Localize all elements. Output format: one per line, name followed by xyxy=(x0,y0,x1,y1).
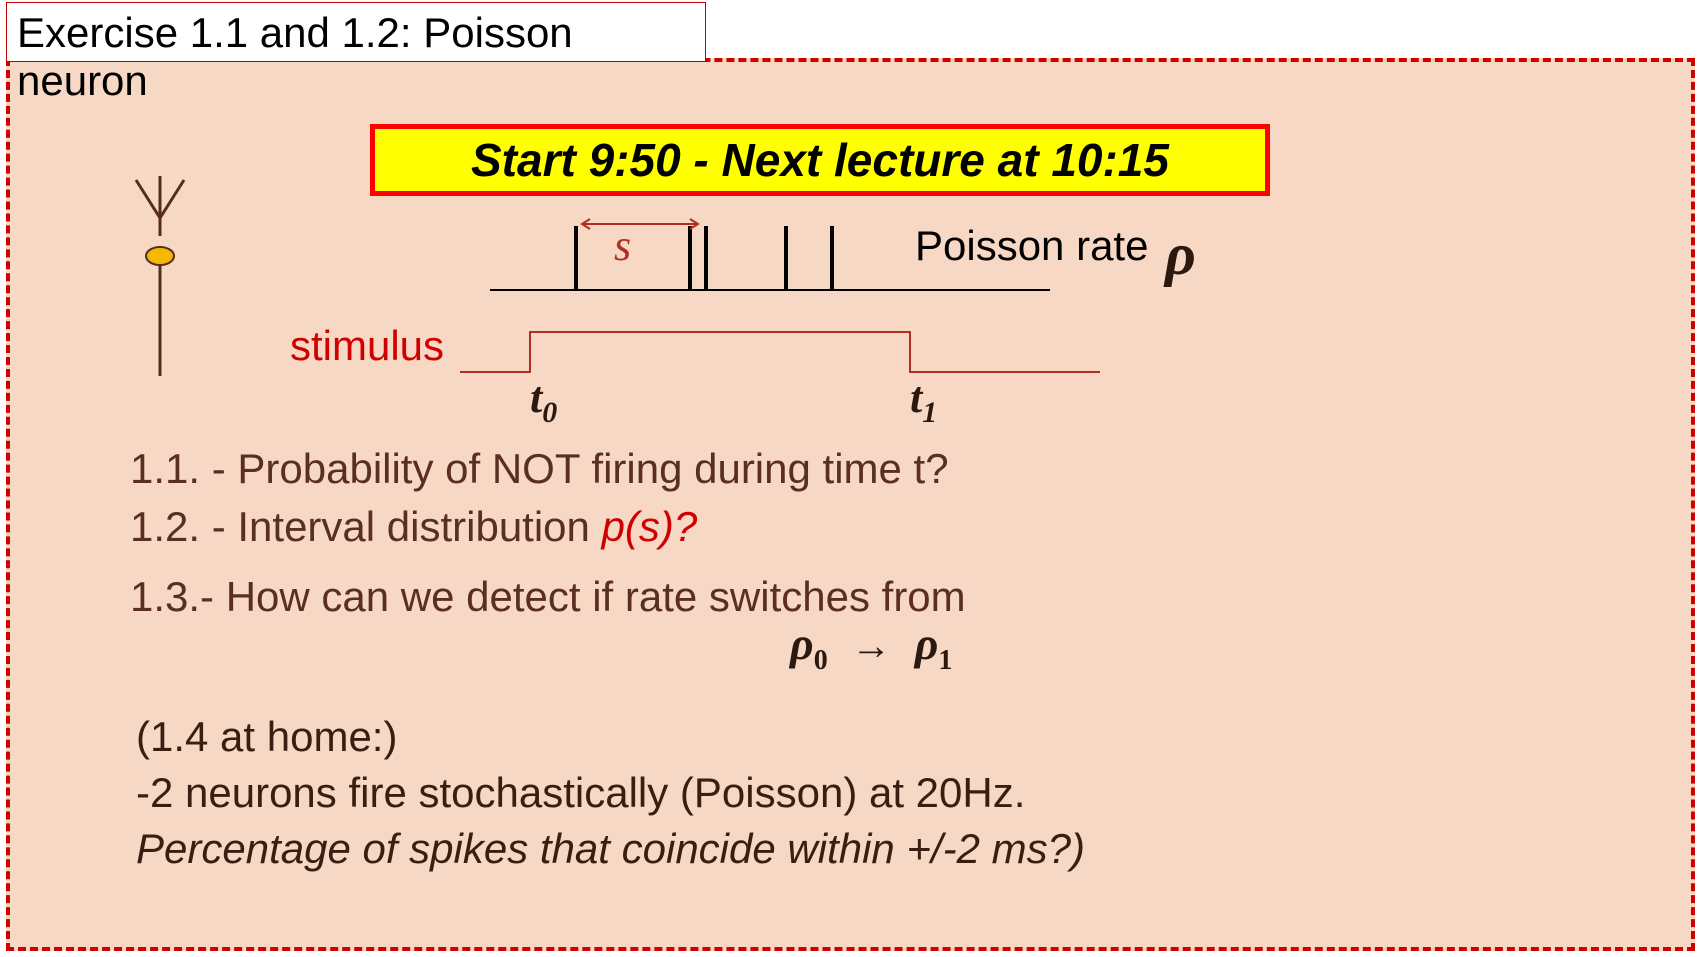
stimulus-label: stimulus xyxy=(290,322,444,370)
poisson-rate-label: Poisson rate xyxy=(915,222,1148,270)
question-1-1: 1.1. - Probability of NOT firing during … xyxy=(130,442,949,497)
stimulus-curve-diagram xyxy=(460,322,1120,392)
arrow-icon: → xyxy=(839,623,903,668)
rho0-sub: 0 xyxy=(814,645,828,676)
question-1-2: 1.2. - Interval distribution p(s)? xyxy=(130,500,697,555)
rho-symbol: ρ xyxy=(1165,220,1196,289)
slide-body: Start 9:50 - Next lecture at 10:15 s Poi… xyxy=(6,58,1695,951)
home-1-4-body: -2 neurons fire stochastically (Poisson)… xyxy=(136,766,1025,821)
rho1: ρ xyxy=(915,618,939,669)
t0-var: t xyxy=(530,373,542,422)
t0-sub: 0 xyxy=(542,396,557,429)
neuron-icon xyxy=(130,176,200,386)
rho0: ρ xyxy=(790,618,814,669)
question-1-2-prefix: 1.2. - Interval distribution xyxy=(130,503,602,550)
t1-var: t xyxy=(910,373,922,422)
t1-label: t1 xyxy=(910,372,937,430)
rho-switch-expr: ρ0 → ρ1 xyxy=(790,617,952,677)
rho1-sub: 1 xyxy=(938,645,952,676)
t0-label: t0 xyxy=(530,372,557,430)
home-1-4-heading: (1.4 at home:) xyxy=(136,710,397,765)
time-banner-text: Start 9:50 - Next lecture at 10:15 xyxy=(471,133,1169,187)
home-1-4-question: Percentage of spikes that coincide withi… xyxy=(136,822,1085,877)
t1-sub: 1 xyxy=(922,396,937,429)
slide-title-box: Exercise 1.1 and 1.2: Poisson neuron xyxy=(6,2,706,62)
interval-s-label: s xyxy=(614,220,631,271)
time-banner: Start 9:50 - Next lecture at 10:15 xyxy=(370,124,1270,196)
question-1-2-ps: p(s)? xyxy=(602,503,698,550)
